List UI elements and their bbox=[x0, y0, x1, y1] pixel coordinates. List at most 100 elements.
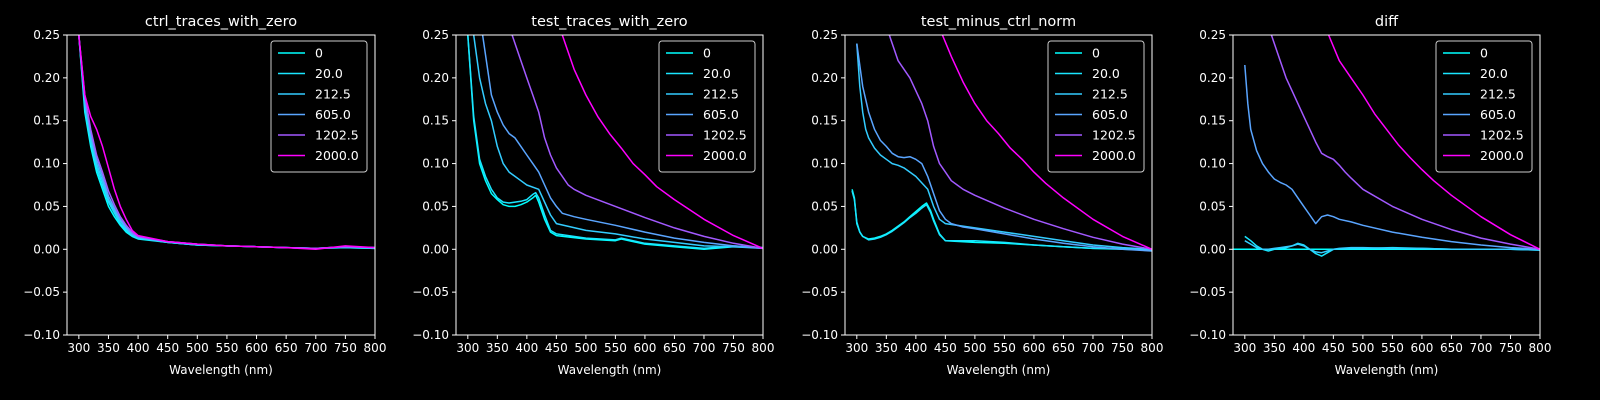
x-tick-label: 500 bbox=[963, 341, 986, 355]
y-tick-label: 0.05 bbox=[1199, 199, 1226, 213]
series-line-2 bbox=[851, 190, 1152, 251]
y-tick-label: −0.10 bbox=[23, 328, 60, 342]
series-line-6 bbox=[78, 35, 375, 251]
y-tick-label: −0.10 bbox=[801, 328, 838, 342]
x-axis-label: Wavelength (nm) bbox=[1335, 363, 1439, 377]
series-line-4 bbox=[856, 43, 1152, 252]
x-tick-label: 550 bbox=[215, 341, 238, 355]
x-tick-label: 300 bbox=[1233, 341, 1256, 355]
y-tick-label: 0.15 bbox=[33, 114, 60, 128]
y-tick-label: 0.00 bbox=[1199, 242, 1226, 256]
y-tick-label: 0.25 bbox=[33, 28, 60, 42]
legend-entry-label: 212.5 bbox=[1092, 87, 1128, 102]
y-tick-label: −0.10 bbox=[412, 328, 449, 342]
y-tick-label: −0.05 bbox=[1189, 285, 1226, 299]
x-tick-label: 650 bbox=[1440, 341, 1463, 355]
x-tick-label: 500 bbox=[1351, 341, 1374, 355]
x-tick-label: 700 bbox=[1082, 341, 1105, 355]
x-tick-label: 700 bbox=[1470, 341, 1493, 355]
legend: 0 20.0 212.5 605.0 1202.5 2000.0 bbox=[1047, 40, 1145, 173]
series-lines bbox=[78, 35, 375, 251]
x-tick-label: 550 bbox=[1381, 341, 1404, 355]
y-tick-label: 0.00 bbox=[422, 242, 449, 256]
x-tick-label: 400 bbox=[904, 341, 927, 355]
y-tick-label: 0.05 bbox=[422, 199, 449, 213]
y-tick-label: 0.10 bbox=[811, 157, 838, 171]
legend-entry-label: 2000.0 bbox=[315, 148, 359, 163]
x-tick-label: 400 bbox=[515, 341, 538, 355]
series-line-5 bbox=[1270, 35, 1540, 251]
series-line-2 bbox=[467, 35, 763, 250]
y-tick-label: 0.20 bbox=[811, 71, 838, 85]
y-tick-label: 0.20 bbox=[1199, 71, 1226, 85]
chart-panel-4: diff 300 350 400 450 500 550 600 650 700 750 800 −0.… bbox=[1189, 14, 1551, 377]
x-tick-label: 450 bbox=[934, 341, 957, 355]
x-axis-label: Wavelength (nm) bbox=[169, 363, 273, 377]
legend-entry-label: 212.5 bbox=[315, 87, 351, 102]
x-tick-label: 500 bbox=[574, 341, 597, 355]
legend-entry-label: 20.0 bbox=[1480, 66, 1508, 81]
y-tick-label: −0.05 bbox=[801, 285, 838, 299]
x-tick-label: 600 bbox=[1410, 341, 1433, 355]
legend-entry-label: 2000.0 bbox=[1092, 148, 1136, 163]
legend-entry-label: 1202.5 bbox=[703, 128, 747, 143]
x-tick-label: 750 bbox=[334, 341, 357, 355]
x-axis-label: Wavelength (nm) bbox=[947, 363, 1051, 377]
series-line-3 bbox=[472, 35, 763, 250]
x-tick-label: 650 bbox=[663, 341, 686, 355]
legend: 0 20.0 212.5 605.0 1202.5 2000.0 bbox=[658, 40, 756, 173]
legend-entry-label: 212.5 bbox=[703, 87, 739, 102]
y-tick-label: 0.05 bbox=[33, 199, 60, 213]
legend-entry-label: 605.0 bbox=[703, 107, 739, 122]
x-tick-label: 800 bbox=[1141, 341, 1164, 355]
x-tick-label: 800 bbox=[364, 341, 387, 355]
series-line-4 bbox=[481, 35, 763, 250]
legend-entry-label: 0 bbox=[315, 46, 323, 61]
series-lines bbox=[1233, 35, 1540, 257]
y-tick-label: 0.15 bbox=[811, 114, 838, 128]
x-tick-label: 400 bbox=[127, 341, 150, 355]
x-tick-label: 450 bbox=[545, 341, 568, 355]
y-tick-label: 0.15 bbox=[1199, 114, 1226, 128]
series-line-3 bbox=[1244, 240, 1540, 254]
x-tick-label: 650 bbox=[1052, 341, 1075, 355]
y-tick-label: 0.20 bbox=[422, 71, 449, 85]
legend-entry-label: 2000.0 bbox=[1480, 148, 1524, 163]
legend-entry-label: 605.0 bbox=[1092, 107, 1128, 122]
x-tick-label: 350 bbox=[97, 341, 120, 355]
series-line-1 bbox=[467, 35, 763, 251]
y-tick-label: 0.25 bbox=[422, 28, 449, 42]
legend-entry-label: 2000.0 bbox=[703, 148, 747, 163]
y-tick-label: 0.10 bbox=[33, 157, 60, 171]
plot-frame bbox=[66, 34, 376, 336]
y-tick-label: 0.05 bbox=[811, 199, 838, 213]
x-tick-label: 500 bbox=[186, 341, 209, 355]
x-tick-label: 600 bbox=[1022, 341, 1045, 355]
series-line-4 bbox=[1244, 64, 1540, 251]
plot-frame bbox=[455, 34, 764, 336]
legend-entry-label: 605.0 bbox=[315, 107, 351, 122]
chart-panel-3: test_minus_ctrl_norm 300 350 400 450 500 550 60… bbox=[801, 14, 1163, 377]
x-tick-label: 350 bbox=[875, 341, 898, 355]
x-tick-label: 700 bbox=[304, 341, 327, 355]
x-tick-label: 800 bbox=[1529, 341, 1552, 355]
x-tick-label: 300 bbox=[456, 341, 479, 355]
x-tick-label: 300 bbox=[67, 341, 90, 355]
y-tick-label: 0.25 bbox=[811, 28, 838, 42]
legend: 0 20.0 212.5 605.0 1202.5 2000.0 bbox=[270, 40, 368, 173]
legend-entry-label: 20.0 bbox=[703, 66, 731, 81]
chart-panel-1: ctrl_traces_with_zero 300 350 400 450 500 550 6… bbox=[23, 14, 386, 377]
y-tick-label: −0.10 bbox=[1189, 328, 1226, 342]
series-line-6 bbox=[941, 35, 1152, 250]
x-axis-label: Wavelength (nm) bbox=[558, 363, 662, 377]
legend-entry-label: 1202.5 bbox=[315, 128, 359, 143]
x-tick-label: 400 bbox=[1292, 341, 1315, 355]
chart-title: diff bbox=[1375, 14, 1399, 30]
x-tick-label: 450 bbox=[156, 341, 179, 355]
y-tick-label: 0.25 bbox=[1199, 28, 1226, 42]
x-tick-label: 550 bbox=[604, 341, 627, 355]
chart-title: test_minus_ctrl_norm bbox=[921, 14, 1076, 30]
legend-entry-label: 1202.5 bbox=[1480, 128, 1524, 143]
series-lines bbox=[467, 35, 763, 251]
